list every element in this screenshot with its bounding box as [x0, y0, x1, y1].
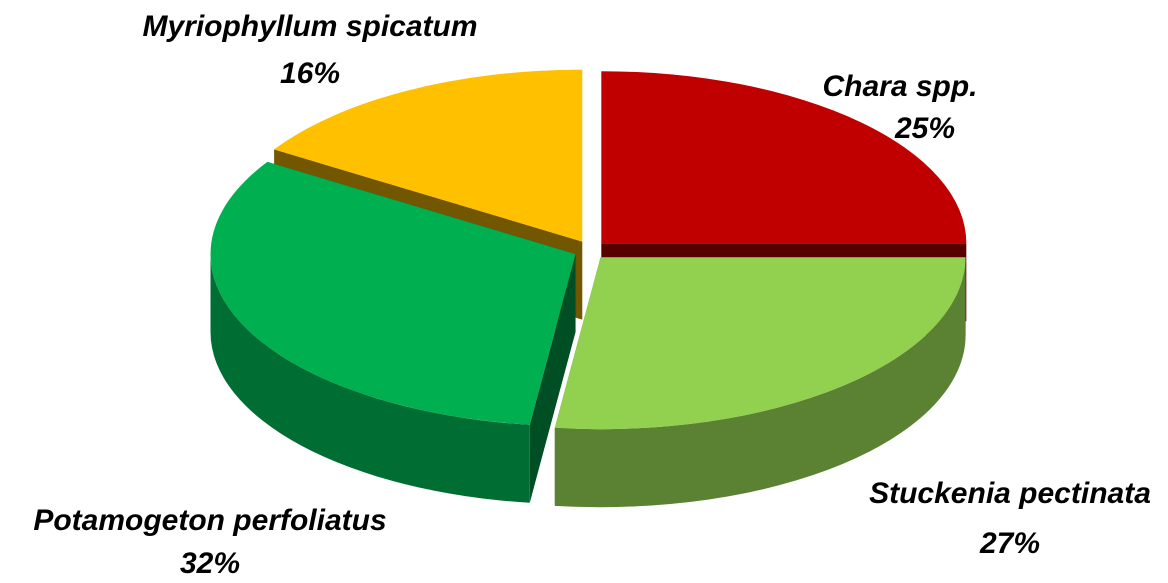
- slice-side: [210, 254, 530, 503]
- slice-label: Stuckenia pectinata: [869, 477, 1151, 510]
- slice-label: Myriophyllum spicatum: [142, 10, 477, 43]
- slice-value-label: 32%: [180, 547, 240, 580]
- slice-label: Chara spp.: [822, 70, 977, 103]
- slice-side: [554, 257, 966, 508]
- slice-label: Potamogeton perfoliatus: [33, 504, 386, 537]
- pie-slice: [601, 71, 967, 244]
- slice-value-label: 27%: [979, 527, 1040, 560]
- pie-slice: [210, 161, 576, 425]
- pie-slice: [274, 69, 583, 242]
- slice-value-label: 25%: [894, 112, 955, 145]
- pie-slice: [554, 257, 966, 430]
- slice-value-label: 16%: [280, 57, 340, 90]
